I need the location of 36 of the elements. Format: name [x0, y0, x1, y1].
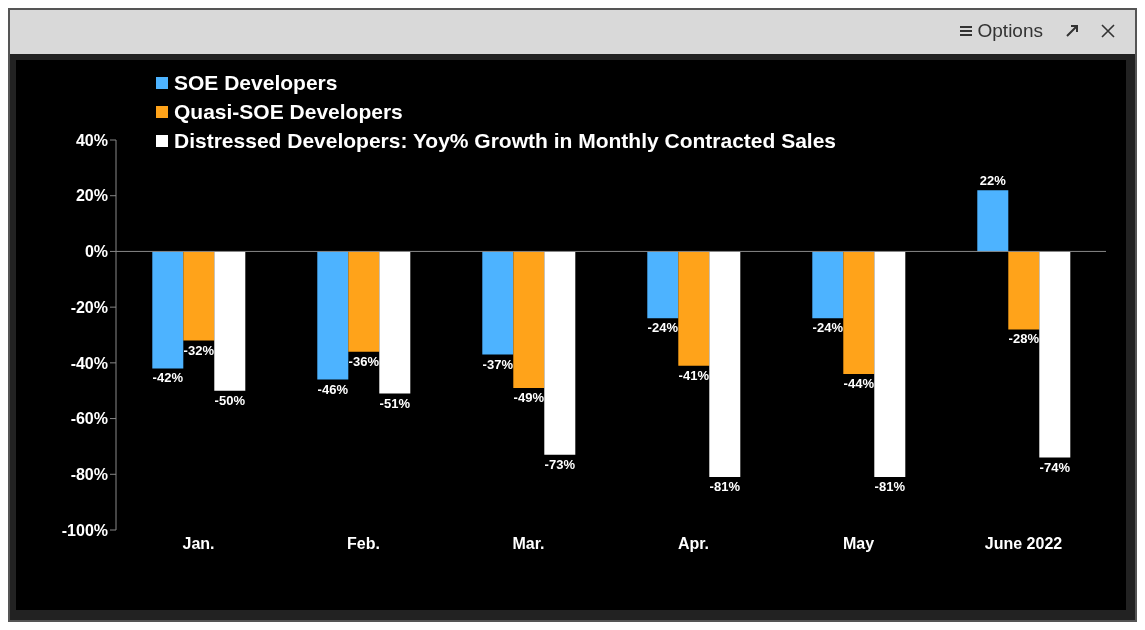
- x-tick-label: June 2022: [984, 535, 1063, 553]
- data-label: -41%: [678, 367, 710, 383]
- x-tick-label: Apr.: [677, 535, 710, 553]
- data-label: -24%: [812, 320, 844, 336]
- data-label: -32%: [183, 342, 215, 358]
- data-label: -36%: [348, 353, 380, 369]
- x-tick-label: Mar.: [512, 535, 545, 553]
- data-label: -73%: [544, 456, 576, 472]
- y-tick-label: -100%: [61, 521, 108, 539]
- data-label: -37%: [482, 356, 514, 372]
- data-label: 22%: [979, 173, 1007, 189]
- y-tick-label: -60%: [70, 410, 108, 428]
- y-tick-label: -80%: [70, 465, 108, 483]
- x-tick-label: Jan.: [182, 535, 215, 553]
- data-label: -24%: [647, 320, 679, 336]
- data-label: -46%: [317, 381, 349, 397]
- x-tick-label: Feb.: [347, 535, 380, 553]
- data-label: -81%: [709, 479, 741, 495]
- legend-label: Quasi-SOE Developers: [174, 99, 403, 124]
- data-label: -50%: [214, 392, 246, 408]
- y-tick-label: -40%: [70, 354, 108, 372]
- data-label: -44%: [843, 376, 875, 391]
- data-label: -49%: [513, 389, 545, 405]
- data-label: -74%: [1039, 459, 1071, 475]
- legend-label: SOE Developers: [174, 70, 338, 95]
- y-tick-label: 40%: [75, 131, 108, 149]
- y-tick-label: 0%: [84, 243, 108, 261]
- y-tick-label: -20%: [70, 298, 108, 316]
- data-label: -42%: [152, 370, 184, 386]
- y-tick-label: 20%: [75, 187, 108, 205]
- x-tick-label: May: [842, 535, 875, 553]
- legend-label: Distressed Developers: Yoy% Growth in Monthly Contracted Sales: [174, 128, 837, 153]
- data-label: -28%: [1008, 331, 1040, 347]
- text: Options: [977, 20, 1043, 42]
- data-label: -81%: [874, 479, 906, 495]
- data-label: -51%: [379, 395, 411, 411]
